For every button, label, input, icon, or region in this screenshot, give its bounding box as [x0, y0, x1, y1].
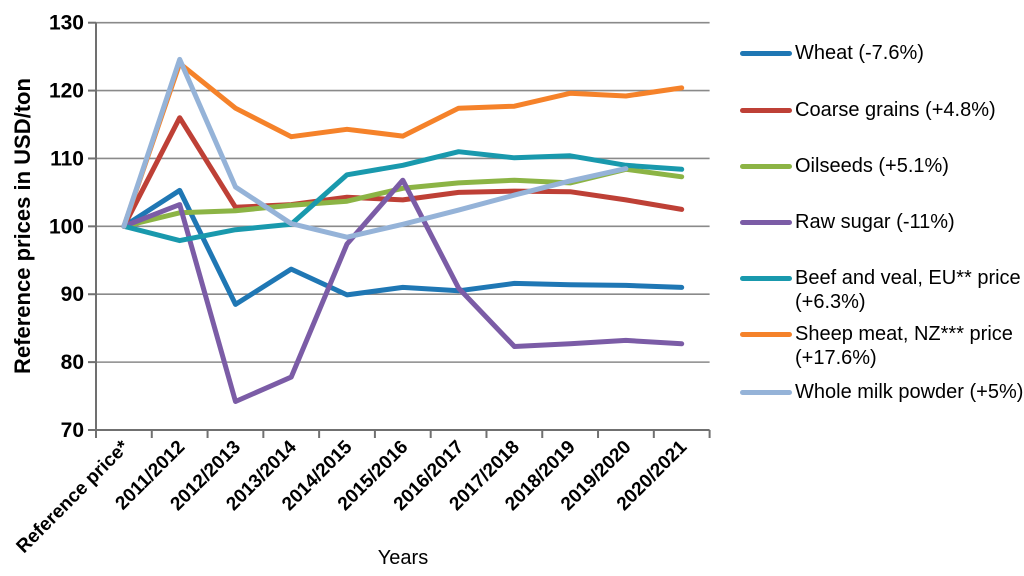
y-tick-label: 130	[49, 12, 84, 35]
axes	[88, 21, 711, 438]
series-lines	[121, 56, 685, 404]
series-line	[121, 149, 685, 244]
series-line	[121, 56, 629, 240]
x-axis-tick-labels: Reference price*2011/20122012/20132013/2…	[13, 436, 692, 557]
y-tick-label: 100	[49, 215, 84, 238]
series-line	[121, 177, 685, 404]
y-tick-label: 80	[61, 351, 84, 374]
y-tick-label: 70	[61, 419, 84, 442]
x-axis-title: Years	[378, 547, 428, 569]
y-tick-label: 110	[50, 147, 84, 170]
y-axis-tick-labels: 70 80 90 100 110 120 130	[49, 12, 84, 442]
y-tick-label: 90	[61, 283, 84, 306]
series-line	[121, 115, 685, 229]
y-tick-label: 120	[49, 80, 84, 103]
series-line	[121, 60, 685, 229]
series-line	[121, 187, 685, 307]
y-axis-title: Reference prices in USD/ton	[10, 78, 35, 374]
